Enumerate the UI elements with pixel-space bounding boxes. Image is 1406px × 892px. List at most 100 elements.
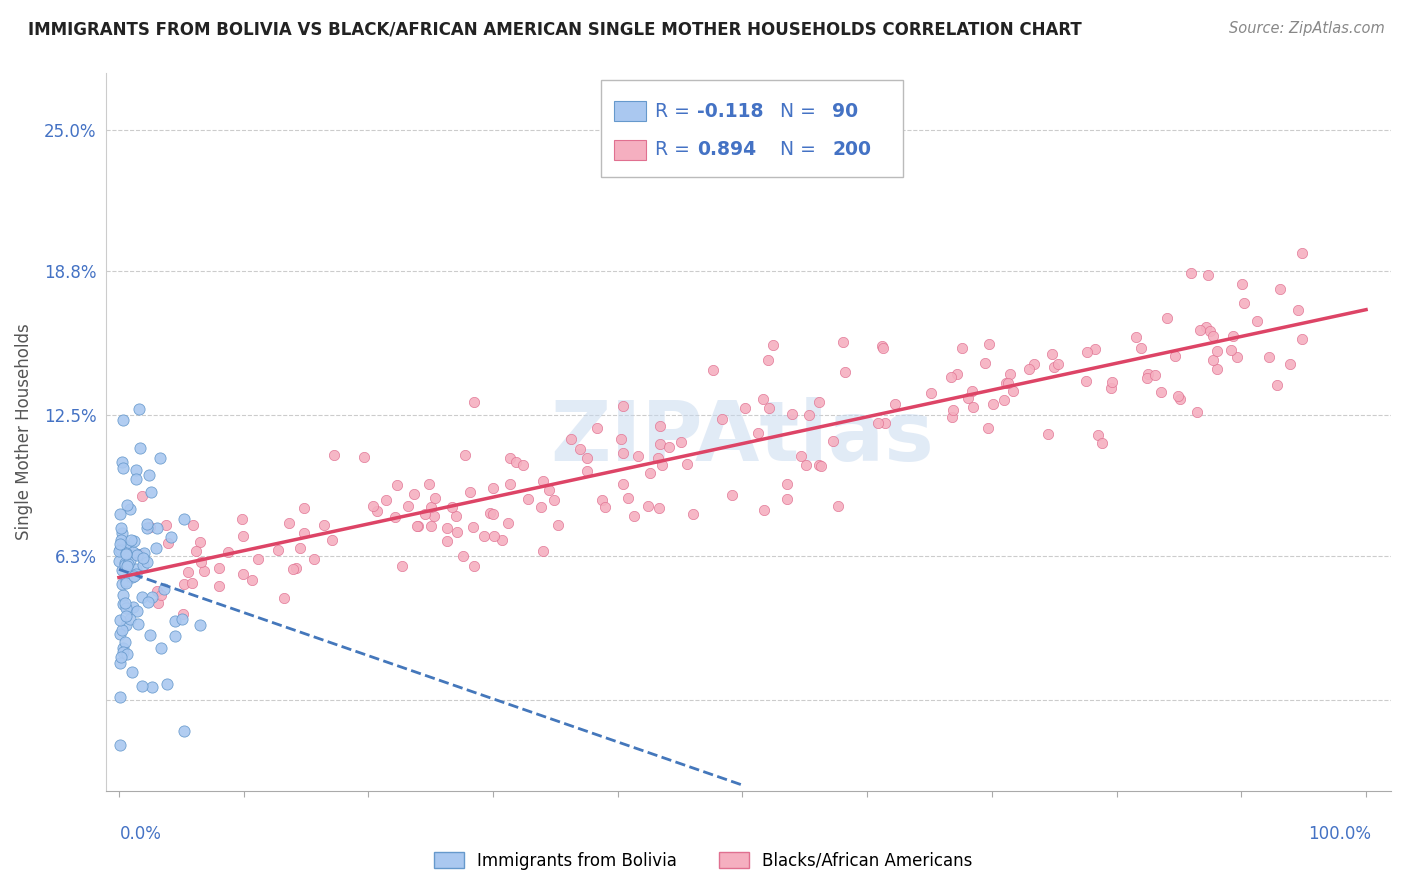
Point xyxy=(135,554,157,568)
Point xyxy=(997,376,1019,391)
Point xyxy=(575,464,598,478)
Point xyxy=(808,458,831,472)
Point xyxy=(942,402,965,417)
Point xyxy=(170,611,193,625)
Point xyxy=(977,421,1000,435)
Point xyxy=(945,367,967,381)
Point xyxy=(292,500,315,515)
Point xyxy=(1038,427,1060,442)
Point xyxy=(1257,350,1279,364)
Point xyxy=(232,566,254,581)
Point xyxy=(172,607,194,621)
Point xyxy=(138,468,160,483)
Point xyxy=(873,417,896,431)
Point xyxy=(387,478,409,492)
Point xyxy=(834,365,856,379)
Point xyxy=(702,363,724,377)
Point xyxy=(440,500,463,515)
Point xyxy=(496,516,519,531)
Point xyxy=(153,582,176,596)
Point xyxy=(132,546,155,560)
Point xyxy=(823,434,845,448)
Point xyxy=(981,397,1004,411)
Point xyxy=(1202,352,1225,367)
Point xyxy=(752,392,775,407)
FancyBboxPatch shape xyxy=(614,101,645,121)
Point xyxy=(190,556,212,570)
Point xyxy=(1188,323,1211,337)
Point xyxy=(1099,381,1122,395)
Point xyxy=(870,338,893,352)
Point xyxy=(1246,314,1268,328)
Point xyxy=(139,485,162,500)
Point xyxy=(1022,357,1045,371)
Text: R =: R = xyxy=(655,140,696,160)
Point xyxy=(651,458,673,473)
Point xyxy=(121,600,143,615)
Point xyxy=(267,543,290,558)
Point xyxy=(110,507,132,521)
Point xyxy=(121,545,143,559)
Point xyxy=(721,488,744,502)
Point xyxy=(609,432,631,446)
Point xyxy=(374,492,396,507)
Point xyxy=(1268,282,1291,296)
FancyBboxPatch shape xyxy=(600,80,903,178)
Point xyxy=(1018,362,1040,376)
Point xyxy=(149,451,172,466)
Point xyxy=(1233,296,1256,310)
Point xyxy=(122,534,145,549)
Point xyxy=(111,564,134,578)
Point xyxy=(145,521,167,535)
Point xyxy=(957,391,980,405)
Text: R =: R = xyxy=(655,102,696,120)
Point xyxy=(1222,328,1244,343)
Point xyxy=(478,506,501,520)
Point xyxy=(472,529,495,543)
Point xyxy=(208,578,231,592)
Point xyxy=(669,435,692,450)
Point xyxy=(177,565,200,579)
Point xyxy=(537,483,560,497)
Point xyxy=(384,510,406,524)
Point xyxy=(617,491,640,505)
Point xyxy=(648,436,671,450)
Point xyxy=(208,560,231,574)
Point xyxy=(762,338,785,352)
Point xyxy=(405,519,427,533)
Point xyxy=(111,640,134,655)
Point xyxy=(146,584,169,599)
Point xyxy=(232,529,254,543)
Point xyxy=(141,680,163,694)
Point xyxy=(363,499,385,513)
Point xyxy=(973,356,995,370)
Point xyxy=(872,342,894,356)
Point xyxy=(1143,368,1166,382)
Point xyxy=(758,401,780,416)
Point xyxy=(1278,357,1301,371)
Text: ZIPAtlas: ZIPAtlas xyxy=(551,397,935,478)
Point xyxy=(1040,346,1063,360)
Point xyxy=(543,492,565,507)
Point xyxy=(156,676,179,690)
Point xyxy=(114,574,136,588)
Legend: Immigrants from Bolivia, Blacks/African Americans: Immigrants from Bolivia, Blacks/African … xyxy=(427,846,979,877)
Point xyxy=(446,509,468,524)
Point xyxy=(108,657,131,671)
Point xyxy=(866,416,889,430)
Point xyxy=(404,487,426,501)
Point xyxy=(314,518,336,533)
Point xyxy=(420,519,443,533)
Point xyxy=(1076,345,1098,359)
Text: Source: ZipAtlas.com: Source: ZipAtlas.com xyxy=(1229,21,1385,36)
Point xyxy=(114,597,136,611)
Point xyxy=(789,449,811,463)
Point xyxy=(1226,351,1249,365)
Point xyxy=(626,449,648,463)
Point xyxy=(108,536,131,550)
Point xyxy=(920,386,942,401)
Point xyxy=(1197,268,1219,283)
Point xyxy=(1156,311,1178,326)
Point xyxy=(776,491,799,506)
Point xyxy=(188,618,211,632)
